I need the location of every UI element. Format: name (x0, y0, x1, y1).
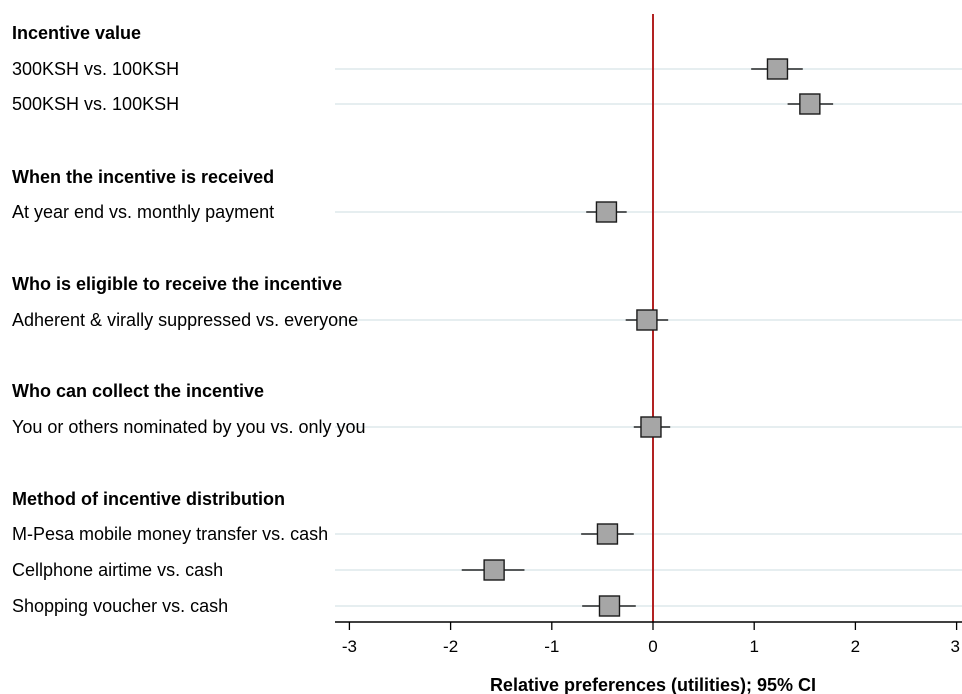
estimate-markers (461, 58, 834, 617)
group-header: Who can collect the incentive (12, 381, 264, 401)
x-axis-ticks: -3 -2 -1 0 1 2 3 (342, 622, 960, 656)
estimate-marker (640, 416, 662, 438)
x-tick-label: 2 (851, 637, 860, 656)
x-tick-label: 3 (951, 637, 960, 656)
group-header: Method of incentive distribution (12, 489, 285, 509)
x-tick-label: -2 (443, 637, 458, 656)
estimate-marker (596, 523, 619, 545)
row-labels: Incentive value 300KSH vs. 100KSH 500KSH v… (12, 23, 366, 616)
x-tick-label: -3 (342, 637, 357, 656)
estimate-marker (799, 93, 821, 115)
row-label: M-Pesa mobile money transfer vs. cash (12, 524, 328, 544)
row-label: Cellphone airtime vs. cash (12, 560, 223, 580)
row-label: Shopping voucher vs. cash (12, 596, 228, 616)
x-tick-label: -1 (544, 637, 559, 656)
row-gridlines (335, 68, 962, 607)
estimate-marker (766, 58, 789, 80)
x-tick-label: 0 (648, 637, 657, 656)
x-tick-label: 1 (749, 637, 758, 656)
row-label: 500KSH vs. 100KSH (12, 94, 179, 114)
x-axis-label: Relative preferences (utilities); 95% CI (490, 675, 816, 694)
row-label: At year end vs. monthly payment (12, 202, 274, 222)
estimate-marker (636, 309, 658, 331)
estimate-marker (595, 201, 618, 223)
row-label: Adherent & virally suppressed vs. everyo… (12, 310, 358, 330)
estimate-marker (483, 559, 505, 581)
row-label: 300KSH vs. 100KSH (12, 59, 179, 79)
group-header: Incentive value (12, 23, 141, 43)
estimate-marker (598, 595, 621, 617)
group-header: Who is eligible to receive the incentive (12, 274, 342, 294)
group-header: When the incentive is received (12, 167, 274, 187)
row-label: You or others nominated by you vs. only … (12, 417, 366, 437)
